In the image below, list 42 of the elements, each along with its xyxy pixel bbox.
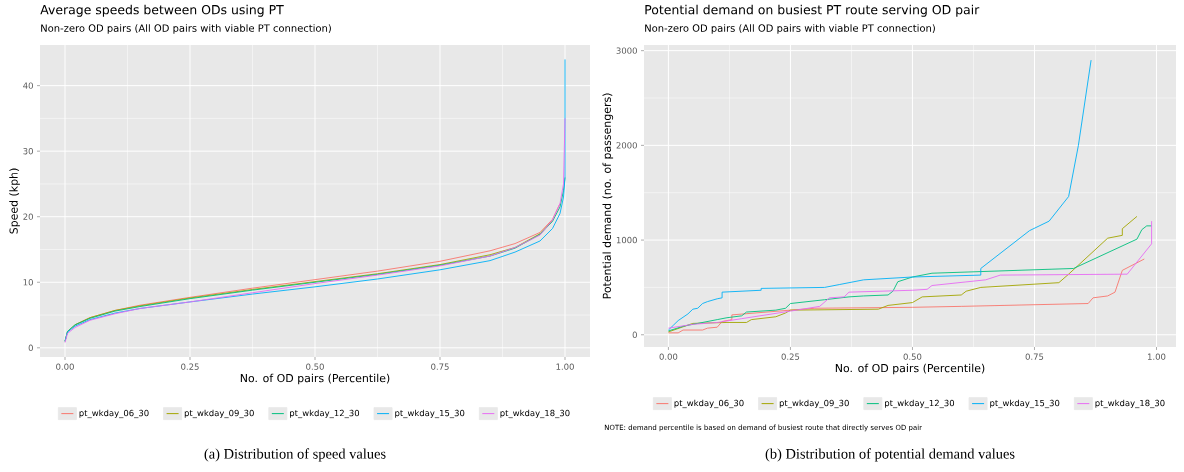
legend-label: pt_wkday_12_30: [885, 399, 955, 409]
x-tick-label: 0.00: [659, 353, 678, 360]
y-tick-label: 3000: [616, 47, 637, 54]
x-tick-label: 0.75: [1025, 353, 1044, 360]
legend-label: pt_wkday_18_30: [500, 409, 570, 419]
x-axis-title: No. of OD pairs (Percentile): [240, 373, 390, 385]
legend-label: pt_wkday_06_30: [674, 399, 744, 409]
y-tick-label: 30: [23, 147, 33, 155]
y-tick-label: 0: [28, 344, 33, 352]
y-tick-label: 2000: [616, 142, 637, 149]
x-axis-title: No. of OD pairs (Percentile): [835, 363, 985, 375]
y-tick-label: 10: [23, 279, 33, 286]
line-series: [667, 59, 1092, 331]
legend-label: pt_wkday_15_30: [990, 399, 1060, 409]
line-series: [667, 258, 1145, 334]
x-tick-label: 1.00: [556, 363, 574, 370]
legend-label: pt_wkday_12_30: [290, 409, 360, 419]
y-axis-title: Potential demand (no. of passengers): [602, 93, 614, 299]
text: (a) Distribution of speed values: [204, 448, 386, 462]
line-series: [64, 117, 566, 344]
x-tick-label: 0.50: [306, 363, 324, 370]
legend-label: pt_wkday_09_30: [779, 399, 849, 409]
chart-title: Average speeds between ODs using PT: [40, 4, 284, 17]
chart-title: Potential demand on busiest PT route serving OD pair: [645, 4, 980, 17]
legend-label: pt_wkday_09_30: [184, 409, 254, 419]
x-tick-label: 0.00: [56, 363, 74, 370]
legend-label: pt_wkday_18_30: [1095, 399, 1165, 409]
y-tick-label: 40: [23, 82, 33, 89]
x-tick-label: 0.50: [903, 353, 922, 360]
y-tick-label: 1000: [616, 236, 637, 244]
y-tick-label: 20: [23, 213, 33, 220]
legend-label: pt_wkday_15_30: [395, 409, 465, 419]
x-tick-label: 0.25: [181, 363, 199, 370]
x-tick-label: 1.00: [1148, 353, 1166, 360]
x-tick-label: 0.25: [781, 353, 800, 360]
y-tick-label: 0: [632, 331, 637, 338]
text: (b) Distribution of potential demand values: [765, 448, 1015, 462]
y-axis-title: Speed (kph): [9, 168, 20, 234]
chart-subtitle: Non-zero OD pairs (All OD pairs with viable PT connection): [645, 24, 935, 34]
x-tick-label: 0.75: [431, 363, 449, 370]
legend-label: pt_wkday_06_30: [79, 409, 149, 419]
chart-subtitle: Non-zero OD pairs (All OD pairs with viable PT connection): [41, 24, 331, 34]
